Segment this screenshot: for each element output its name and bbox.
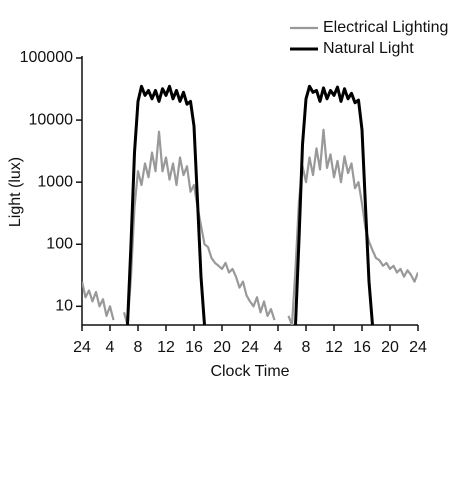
x-tick-label: 8 <box>302 339 311 356</box>
x-tick-label: 24 <box>73 339 91 356</box>
y-tick-label: 100000 <box>20 49 73 66</box>
y-axis-label: Light (lux) <box>7 157 24 227</box>
plot-area <box>82 84 418 325</box>
y-tick-label: 1000 <box>37 173 73 190</box>
x-tick-label: 24 <box>409 339 427 356</box>
x-tick-label: 4 <box>106 339 115 356</box>
x-tick-label: 16 <box>185 339 203 356</box>
y-tick-label: 10 <box>55 298 73 315</box>
y-tick-label: 10000 <box>29 111 74 128</box>
x-tick-label: 12 <box>325 339 343 356</box>
x-tick-label: 16 <box>353 339 371 356</box>
x-tick-label: 20 <box>213 339 231 356</box>
x-tick-label: 24 <box>241 339 259 356</box>
x-tick-label: 20 <box>381 339 399 356</box>
data-line <box>126 84 374 325</box>
x-tick-label: 12 <box>157 339 175 356</box>
x-axis-label: Clock Time <box>210 363 289 380</box>
legend-label: Natural Light <box>323 40 414 57</box>
y-tick-label: 100 <box>46 235 73 252</box>
x-tick-label: 8 <box>134 339 143 356</box>
x-tick-label: 4 <box>274 339 283 356</box>
legend-label: Electrical Lighting <box>323 19 448 36</box>
